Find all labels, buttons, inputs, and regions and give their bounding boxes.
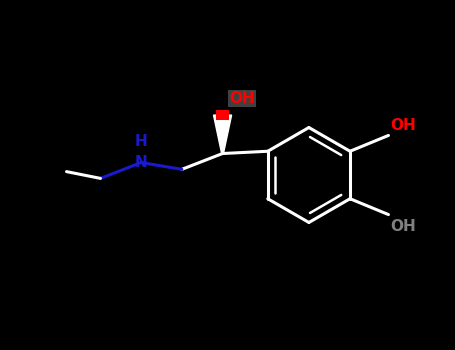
Bar — [216, 110, 229, 120]
Text: OH: OH — [229, 91, 255, 106]
Text: OH: OH — [229, 91, 255, 106]
Text: OH: OH — [391, 118, 416, 133]
Polygon shape — [213, 115, 232, 154]
Text: N: N — [135, 155, 147, 170]
Text: OH: OH — [391, 219, 416, 234]
Text: H: H — [135, 134, 147, 149]
